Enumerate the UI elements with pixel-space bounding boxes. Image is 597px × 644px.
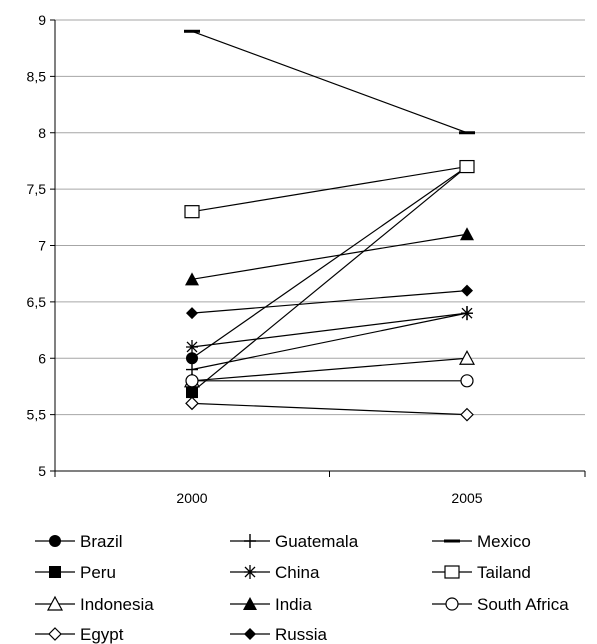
data-point-tailand-2005 — [459, 159, 475, 174]
legend-marker — [244, 565, 256, 579]
data-point-china-2000 — [186, 339, 198, 354]
data-point-brazil-2000 — [186, 352, 198, 365]
series-line-brazil — [191, 166, 468, 359]
series-line-tailand — [191, 165, 468, 213]
legend-marker — [49, 535, 61, 547]
series-line-mexico — [191, 30, 468, 134]
series-indonesia — [183, 349, 476, 388]
data-point-egypt-2005 — [460, 407, 474, 422]
x-tick-label: 2000 — [176, 490, 207, 506]
legend-label: South Africa — [477, 595, 569, 614]
series-peru — [186, 160, 473, 399]
series-lines — [183, 29, 476, 422]
data-point-south-africa-2005 — [460, 374, 474, 388]
legend-label: Peru — [80, 563, 116, 582]
legend-item-tailand: Tailand — [432, 563, 531, 582]
data-point-china-2005 — [461, 306, 473, 321]
data-point-russia-2000 — [186, 307, 198, 320]
series-brazil — [186, 160, 473, 365]
legend-label: Brazil — [80, 532, 123, 551]
y-tick-label: 5,5 — [27, 407, 47, 423]
y-tick-label: 8 — [38, 125, 46, 141]
y-tick-label: 5 — [38, 463, 46, 479]
data-point-peru-2000 — [186, 386, 198, 399]
legend-item-egypt: Egypt — [35, 625, 124, 644]
legend-marker — [444, 565, 460, 579]
data-point-tailand-2000 — [184, 205, 200, 219]
legend-marker — [48, 627, 62, 641]
legend: Brazil Guatemala Mexico Peru China Tailand Ind… — [35, 532, 569, 644]
y-tick-label: 6,5 — [27, 294, 47, 310]
series-guatemala — [186, 306, 473, 377]
x-tick-label: 2005 — [451, 490, 482, 506]
legend-marker — [46, 595, 64, 611]
data-point-russia-2005 — [461, 284, 473, 297]
series-russia — [186, 284, 473, 320]
series-india — [185, 227, 474, 286]
series-tailand — [184, 159, 475, 219]
legend-item-south-africa: South Africa — [432, 595, 569, 614]
data-point-south-africa-2000 — [185, 374, 199, 388]
y-tick-label: 7 — [38, 238, 46, 254]
legend-label: Russia — [275, 625, 328, 644]
y-tick-label: 7,5 — [27, 181, 47, 197]
gridlines — [55, 19, 585, 416]
series-line-egypt — [191, 402, 468, 416]
legend-label: China — [275, 563, 320, 582]
legend-item-china: China — [230, 563, 320, 582]
data-point-india-2000 — [185, 272, 199, 286]
legend-marker — [244, 628, 256, 640]
legend-item-russia: Russia — [230, 625, 328, 644]
series-line-peru — [191, 166, 468, 393]
series-line-guatemala — [191, 312, 468, 371]
legend-item-india: India — [230, 595, 312, 614]
legend-marker — [244, 534, 256, 548]
legend-marker — [49, 566, 61, 578]
series-line-china — [191, 312, 468, 348]
legend-label: India — [275, 595, 312, 614]
series-mexico — [184, 29, 475, 135]
legend-label: Indonesia — [80, 595, 154, 614]
y-tick-label: 8,5 — [27, 68, 47, 84]
data-point-indonesia-2005 — [458, 349, 476, 365]
series-egypt — [185, 396, 474, 422]
legend-label: Tailand — [477, 563, 531, 582]
axes: 5 5,5 6 6,5 7 7,5 8 8,5 9 2000 2005 — [27, 12, 586, 506]
legend-marker — [445, 597, 459, 611]
series-south-africa — [185, 374, 474, 388]
legend-item-peru: Peru — [35, 563, 116, 582]
legend-label: Egypt — [80, 625, 124, 644]
series-line-indonesia — [191, 357, 468, 382]
data-point-egypt-2000 — [185, 396, 199, 411]
legend-label: Guatemala — [275, 532, 359, 551]
y-tick-label: 9 — [38, 12, 46, 28]
legend-item-indonesia: Indonesia — [35, 595, 154, 614]
series-line-india — [191, 233, 468, 280]
series-china — [186, 306, 473, 354]
legend-item-guatemala: Guatemala — [230, 532, 359, 551]
legend-item-brazil: Brazil — [35, 532, 123, 551]
series-line-russia — [191, 290, 468, 314]
y-tick-label: 6 — [38, 350, 46, 366]
legend-item-mexico: Mexico — [432, 532, 531, 551]
legend-marker — [243, 597, 257, 610]
data-point-india-2005 — [460, 227, 474, 241]
legend-label: Mexico — [477, 532, 531, 551]
